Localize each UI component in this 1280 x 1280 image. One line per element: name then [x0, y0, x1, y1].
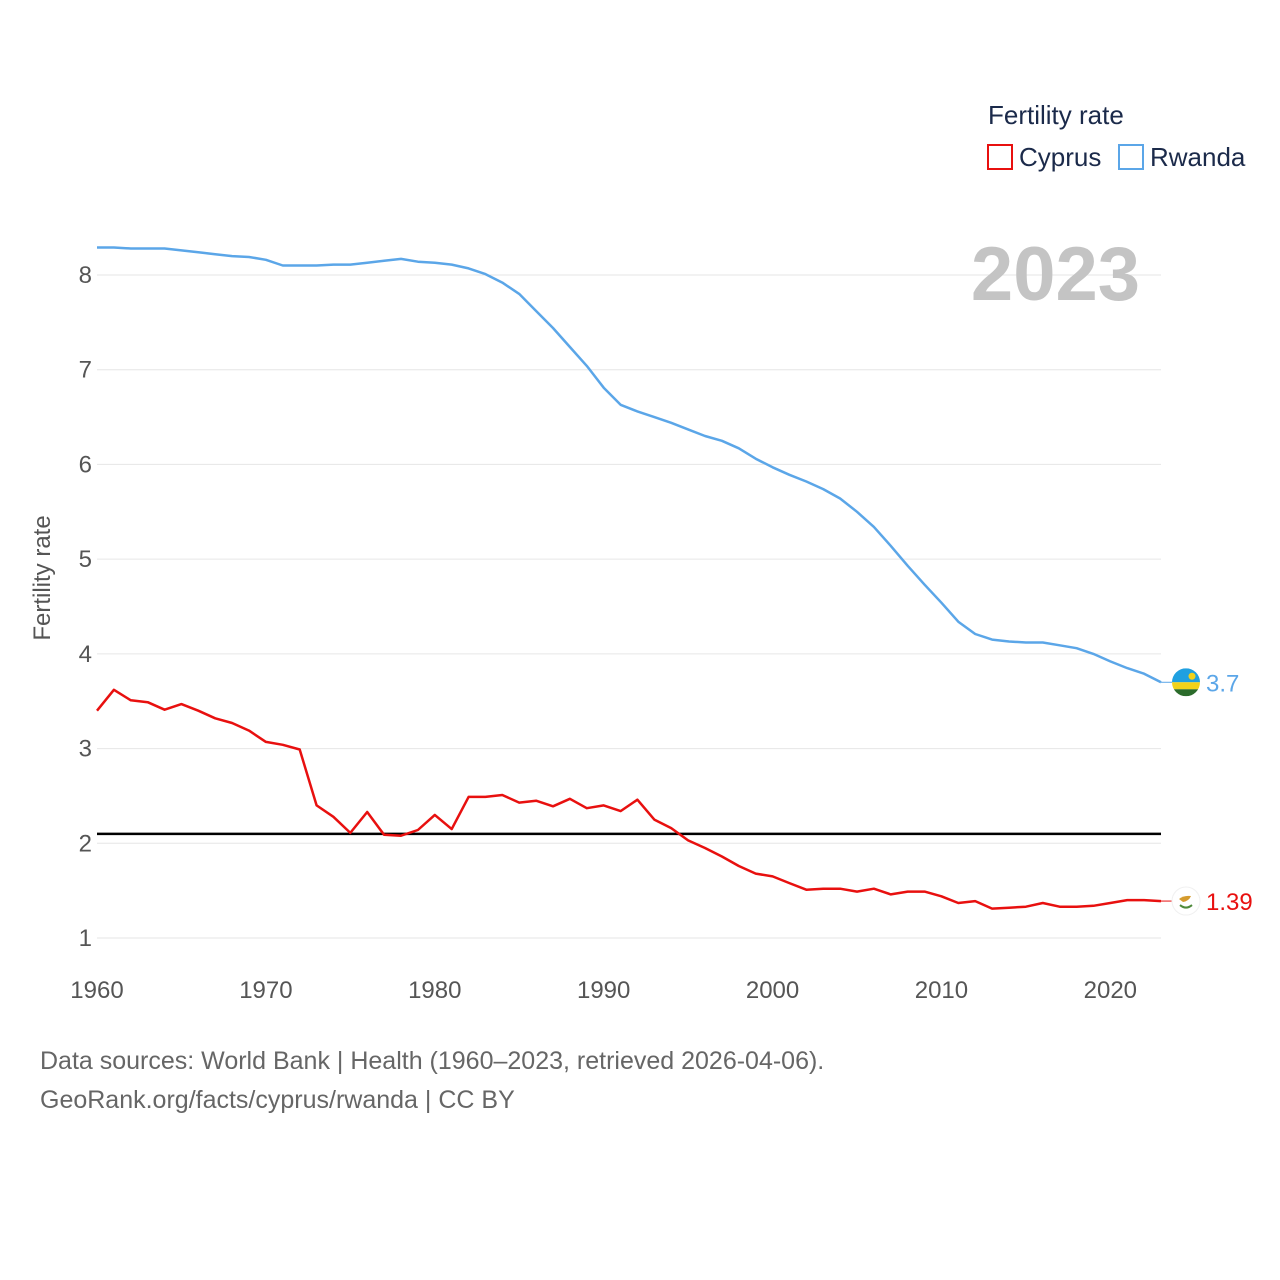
fertility-rate-chart: 1 2 3 4 5 6 7 8 1960 1970 1980 1990 2000 2010 2020 1.… — [29, 100, 1253, 1004]
legend-label-rwanda: Rwanda — [1150, 142, 1246, 172]
y-axis-label: Fertility rate — [29, 515, 56, 640]
x-tick-label-2000: 2000 — [746, 977, 799, 1004]
x-axis-ticks: 1960 1970 1980 1990 2000 2010 2020 — [70, 977, 1137, 1004]
gridlines — [97, 274, 1161, 939]
y-tick-label-1: 1 — [79, 925, 92, 952]
x-tick-label-2010: 2010 — [915, 977, 968, 1004]
series-line-rwanda — [97, 246, 1162, 684]
legend-title: Fertility rate — [988, 100, 1124, 130]
series-line-cyprus — [96, 688, 1162, 910]
data-sources-footer: Data sources: World Bank | Health (1960–… — [40, 1042, 824, 1120]
y-tick-label-8: 8 — [79, 262, 92, 289]
x-tick-label-1960: 1960 — [70, 977, 123, 1004]
x-tick-label-1990: 1990 — [577, 977, 630, 1004]
y-tick-label-5: 5 — [79, 546, 92, 573]
x-tick-label-2020: 2020 — [1084, 977, 1137, 1004]
sources-line: Data sources: World Bank | Health (1960–… — [40, 1047, 825, 1075]
y-axis-ticks: 1 2 3 4 5 6 7 8 — [79, 262, 92, 952]
rwanda-flag-icon — [1172, 668, 1200, 697]
year-label: 2023 — [971, 232, 1140, 317]
y-tick-label-7: 7 — [79, 357, 92, 384]
legend-item-cyprus[interactable]: Cyprus — [987, 142, 1101, 172]
y-tick-label-3: 3 — [79, 736, 92, 763]
legend: Fertility rate Cyprus Rwanda — [987, 100, 1246, 172]
legend-swatch-cyprus — [987, 144, 1013, 170]
series-lines — [96, 246, 1162, 910]
x-tick-label-1980: 1980 — [408, 977, 461, 1004]
legend-swatch-rwanda — [1118, 144, 1144, 170]
legend-item-rwanda[interactable]: Rwanda — [1118, 142, 1246, 172]
y-tick-label-2: 2 — [79, 830, 92, 857]
legend-label-cyprus: Cyprus — [1019, 142, 1101, 172]
y-tick-label-6: 6 — [79, 451, 92, 478]
end-value-label-cyprus: 1.39 — [1206, 889, 1253, 916]
x-tick-label-1970: 1970 — [239, 977, 292, 1004]
credit-line[interactable]: GeoRank.org/facts/cyprus/rwanda | CC BY — [40, 1086, 515, 1114]
cyprus-flag-icon — [1171, 886, 1201, 916]
end-value-label-rwanda: 3.7 — [1206, 670, 1239, 697]
series-end-markers: 1.39 3.7 — [1161, 668, 1253, 916]
y-tick-label-4: 4 — [79, 641, 92, 668]
